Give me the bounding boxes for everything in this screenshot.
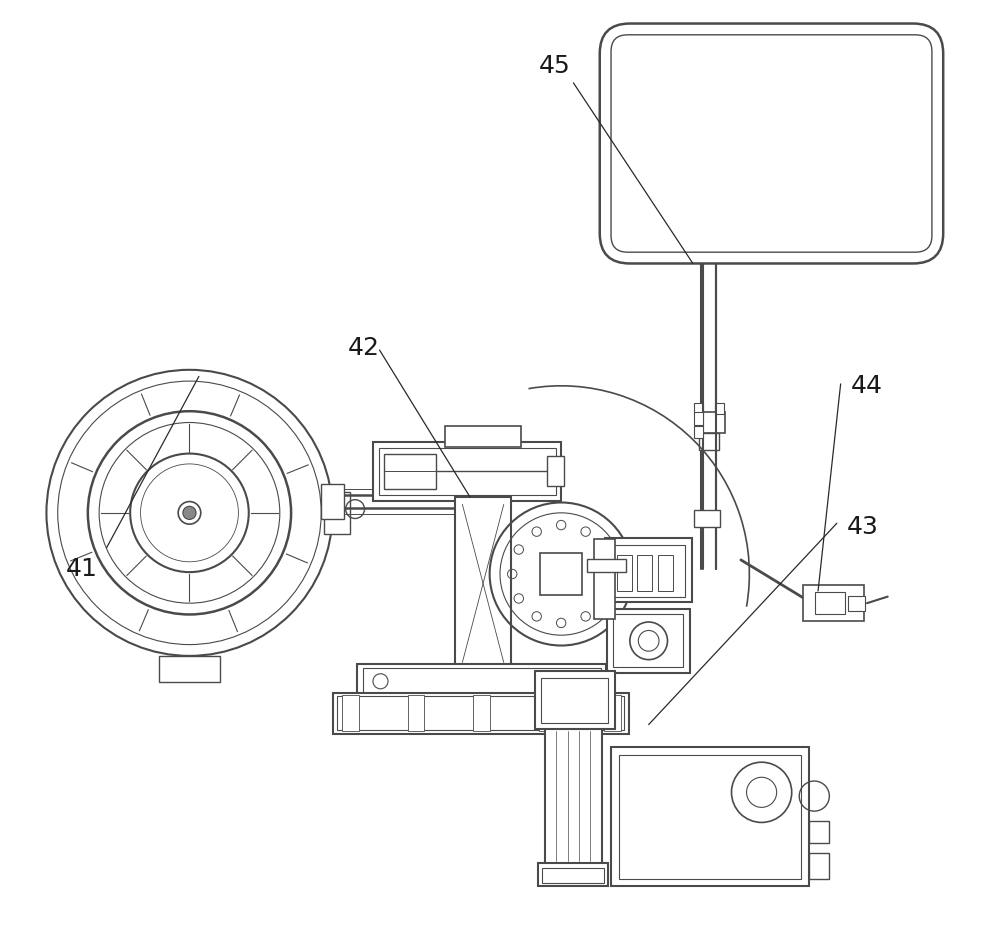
Bar [694,403,703,414]
Bar [333,693,629,734]
FancyBboxPatch shape [600,24,943,263]
Bar [694,510,720,527]
Bar [379,448,556,495]
Bar [373,442,561,501]
Bar [848,596,865,611]
Bar [694,426,703,438]
Text: 45: 45 [539,54,570,78]
Bar [611,747,809,886]
Bar [321,484,344,519]
Bar [658,555,673,591]
Bar [617,555,632,591]
Bar [715,403,724,414]
Bar [809,821,829,843]
Bar [809,853,829,879]
Bar [535,671,615,729]
Bar [540,553,582,595]
Bar [694,412,703,425]
Bar [159,656,220,682]
Text: 43: 43 [846,515,878,539]
Bar [587,559,626,572]
Bar [324,492,350,534]
Circle shape [183,506,196,519]
Bar [547,456,564,486]
Bar [539,695,556,731]
Bar [384,454,436,489]
Bar [337,696,624,730]
Bar [541,678,608,723]
Text: 44: 44 [851,374,883,398]
Bar [538,863,608,886]
Bar [605,538,692,602]
Bar [473,695,490,731]
Bar [545,726,602,866]
Bar [637,555,652,591]
Bar [542,868,604,883]
Bar [455,497,511,670]
Bar [803,585,864,621]
Bar [607,609,690,673]
Bar [445,426,521,447]
Bar [699,433,719,450]
Bar [619,755,801,879]
Bar [357,664,606,698]
Bar [613,614,683,667]
FancyBboxPatch shape [611,35,932,252]
Bar [408,695,424,731]
Bar [594,539,615,619]
Bar [815,592,845,614]
Bar [342,695,359,731]
Bar [612,545,685,597]
Text: 41: 41 [65,557,97,582]
Text: 42: 42 [348,336,380,360]
Bar [363,668,601,694]
Bar [604,695,621,731]
Bar [697,412,725,433]
